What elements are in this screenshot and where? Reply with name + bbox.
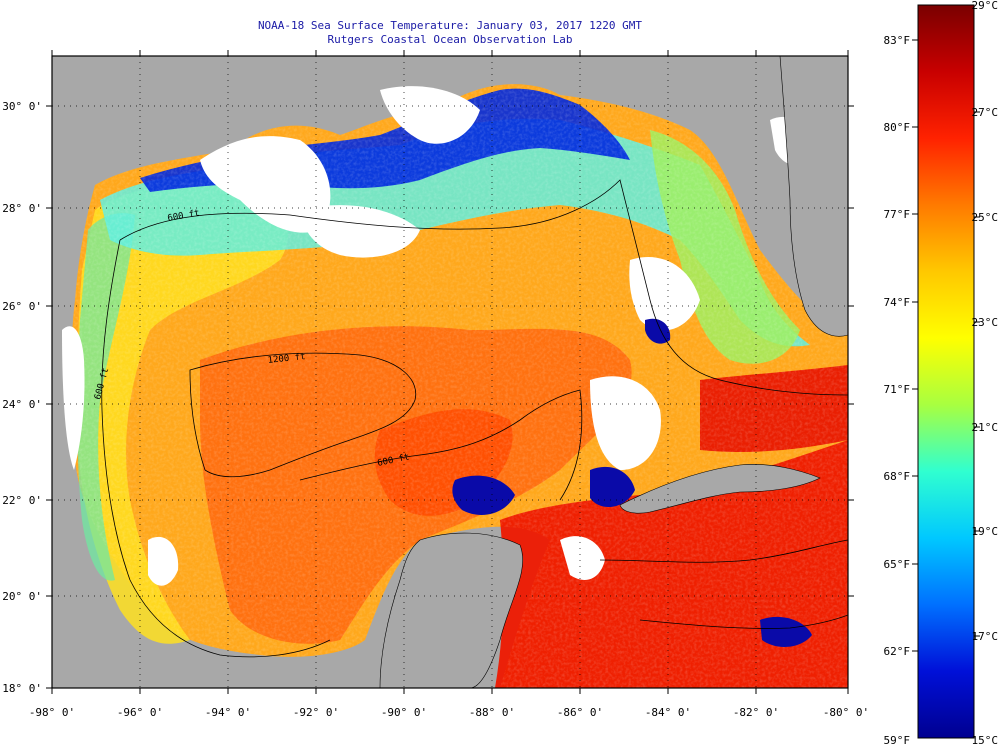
contour-600ft-shelf xyxy=(119,179,848,396)
lat-label: 18° 0' xyxy=(2,682,42,695)
contour-600ft-campeche xyxy=(299,389,583,501)
lon-label: -98° 0' xyxy=(29,706,75,719)
f-label: 80°F xyxy=(884,121,911,134)
lat-label: 20° 0' xyxy=(2,590,42,603)
lon-label: -92° 0' xyxy=(293,706,339,719)
cloud-patch-southeast xyxy=(629,256,700,331)
florida-peninsula xyxy=(779,56,848,337)
colorbar-ticks xyxy=(912,39,980,652)
cloud-patch-northeast xyxy=(380,86,480,144)
lon-label: -86° 0' xyxy=(557,706,603,719)
lon-label: -82° 0' xyxy=(733,706,779,719)
lon-label: -84° 0' xyxy=(645,706,691,719)
map-frame xyxy=(51,55,849,689)
f-label: 65°F xyxy=(884,558,911,571)
contour-caribbean xyxy=(599,539,848,563)
lat-label: 24° 0' xyxy=(2,398,42,411)
map-title: NOAA-18 Sea Surface Temperature: January… xyxy=(258,19,642,32)
contour-600ft-west xyxy=(101,239,331,658)
celsius-labels: 29°C 27°C 25°C 23°C 21°C 19°C 17°C 15°C xyxy=(972,0,999,747)
fahrenheit-labels: 83°F 80°F 77°F 74°F 71°F 68°F 65°F 62°F … xyxy=(884,34,911,747)
colorbar xyxy=(917,4,975,739)
map-subtitle: Rutgers Coastal Ocean Observation Lab xyxy=(327,33,572,46)
c-label: 21°C xyxy=(972,421,999,434)
c-label: 25°C xyxy=(972,211,999,224)
land-masses xyxy=(379,56,848,688)
contour-1200ft xyxy=(189,352,417,478)
f-label: 77°F xyxy=(884,208,911,221)
lat-label: 26° 0' xyxy=(2,300,42,313)
f-label: 83°F xyxy=(884,34,911,47)
contour-caribbean-2 xyxy=(639,614,848,629)
cloud-patch-southwest xyxy=(148,536,179,586)
lon-label: -88° 0' xyxy=(469,706,515,719)
lon-label: -90° 0' xyxy=(381,706,427,719)
lon-label: -96° 0' xyxy=(117,706,163,719)
lat-label: 30° 0' xyxy=(2,100,42,113)
yucatan-peninsula xyxy=(379,532,524,688)
lon-label: -94° 0' xyxy=(205,706,251,719)
latitude-labels: 30° 0' 28° 0' 26° 0' 24° 0' 22° 0' 20° 0… xyxy=(2,100,42,695)
cuba xyxy=(619,464,821,514)
c-label: 29°C xyxy=(972,0,999,12)
bathymetry-contours xyxy=(101,179,848,658)
graticule xyxy=(52,56,848,688)
contour-label-2: 1200 ft xyxy=(267,352,306,366)
axis-ticks xyxy=(46,50,854,694)
f-label: 62°F xyxy=(884,645,911,658)
map-panel: 600 ft 1200 ft 600 ft 600 ft -98° 0' -96… xyxy=(2,50,869,719)
sst-field xyxy=(71,84,848,688)
f-label: 74°F xyxy=(884,296,911,309)
c-label: 17°C xyxy=(972,630,999,643)
lat-label: 22° 0' xyxy=(2,494,42,507)
c-label: 23°C xyxy=(972,316,999,329)
lon-label: -80° 0' xyxy=(823,706,869,719)
cloud-patch-central-north xyxy=(300,205,420,258)
f-label: 59°F xyxy=(884,734,911,747)
sst-texture xyxy=(71,84,848,688)
color-scale: 83°F 80°F 77°F 74°F 71°F 68°F 65°F 62°F … xyxy=(884,0,999,747)
cold-patch-caribbean xyxy=(760,616,812,647)
c-label: 19°C xyxy=(972,525,999,538)
f-label: 68°F xyxy=(884,470,911,483)
c-label: 27°C xyxy=(972,106,999,119)
longitude-labels: -98° 0' -96° 0' -94° 0' -92° 0' -90° 0' … xyxy=(29,706,869,719)
lat-label: 28° 0' xyxy=(2,202,42,215)
f-label: 71°F xyxy=(884,383,911,396)
cloud-patch-caribbean xyxy=(560,536,605,580)
cloud-patch-north xyxy=(200,136,331,233)
c-label: 15°C xyxy=(972,734,999,747)
cold-patch-campeche xyxy=(452,475,515,515)
cloud-patch-yucatan-channel xyxy=(590,376,661,470)
cold-patch-cuba-west xyxy=(590,466,635,508)
cloud-patch-west xyxy=(62,326,85,470)
